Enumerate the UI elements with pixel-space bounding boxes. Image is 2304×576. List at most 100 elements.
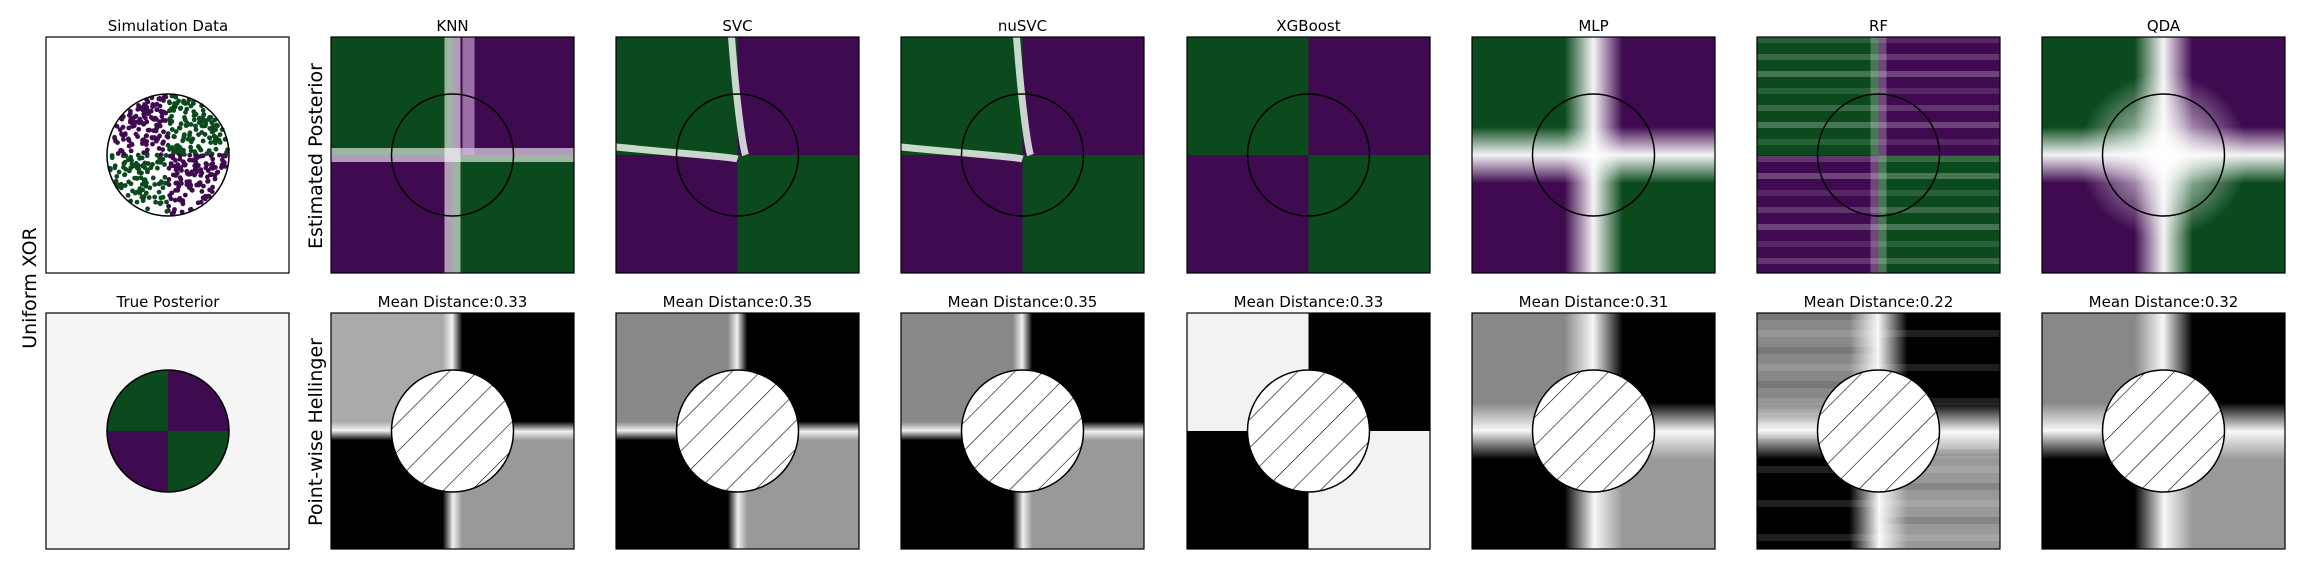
- true-posterior-title: True Posterior: [116, 293, 221, 311]
- sim-point: [122, 131, 128, 137]
- sim-point: [144, 105, 150, 110]
- sim-point: [135, 163, 141, 168]
- sim-point: [131, 163, 137, 169]
- sim-point: [125, 193, 131, 198]
- sim-point: [166, 99, 172, 105]
- sim-point: [179, 181, 184, 187]
- sim-point: [140, 105, 145, 110]
- sim-point: [194, 182, 200, 188]
- sim-point: [162, 174, 168, 180]
- classifier-title: XGBoost: [1276, 17, 1340, 35]
- sim-point: [138, 175, 144, 181]
- sim-point: [201, 183, 206, 189]
- classifier-rf: RF Mean Distance:0.22: [1756, 17, 2001, 550]
- hellinger-heatmap: [331, 313, 574, 549]
- classifier-panels: KNN Mean Distance:0.33 SVC Mean Distance:0.…: [330, 17, 2286, 550]
- mean-distance-label: Mean Distance:0.35: [663, 293, 813, 311]
- sim-point: [134, 119, 140, 125]
- sim-point: [164, 208, 170, 214]
- sim-point: [190, 157, 195, 163]
- sim-point: [191, 109, 197, 114]
- sim-point: [155, 122, 161, 127]
- sim-point: [150, 175, 156, 181]
- sim-point: [113, 178, 119, 184]
- sim-point: [123, 166, 129, 172]
- classifier-title: nuSVC: [998, 17, 1047, 35]
- masked-region: [2101, 369, 2226, 493]
- sim-point: [198, 173, 204, 178]
- sim-point: [118, 185, 124, 191]
- sim-point: [166, 182, 172, 188]
- sim-point: [141, 194, 147, 199]
- sim-point: [144, 147, 150, 153]
- sim-point: [130, 124, 135, 129]
- sim-point: [176, 98, 182, 104]
- masked-region: [1246, 369, 1371, 493]
- sim-point: [143, 190, 149, 196]
- sim-point: [199, 123, 205, 128]
- bottom-row-ylabel: Point-wise Hellinger: [305, 338, 327, 526]
- masked-region: [1531, 369, 1656, 493]
- sim-point: [161, 129, 166, 135]
- sim-point: [190, 99, 196, 105]
- sim-point: [217, 152, 222, 158]
- sim-point: [121, 137, 126, 142]
- sim-point: [135, 152, 141, 158]
- sim-point: [140, 187, 146, 193]
- sim-point: [132, 190, 138, 196]
- sim-point: [203, 161, 209, 166]
- sim-point: [169, 127, 175, 132]
- sim-point: [169, 211, 175, 217]
- mean-distance-label: Mean Distance:0.22: [1804, 293, 1954, 311]
- sim-point: [126, 138, 132, 144]
- sim-point: [167, 119, 173, 125]
- masked-region: [390, 369, 515, 493]
- classifier-title: MLP: [1578, 17, 1608, 35]
- masked-region: [960, 369, 1085, 493]
- sim-point: [114, 174, 120, 179]
- sim-point: [126, 125, 132, 131]
- classifier-nusvc: nuSVC Mean Distance:0.35: [900, 17, 1145, 550]
- sim-point: [148, 165, 154, 171]
- sim-point: [188, 144, 194, 150]
- sim-point: [133, 113, 139, 119]
- sim-point: [217, 132, 223, 138]
- sim-point: [200, 195, 206, 201]
- sim-point: [128, 181, 134, 187]
- sim-point: [172, 207, 177, 212]
- sim-point: [182, 115, 187, 120]
- mean-distance-label: Mean Distance:0.33: [378, 293, 528, 311]
- sim-point: [144, 153, 150, 159]
- row-label: Uniform XOR: [19, 227, 41, 349]
- sim-point: [182, 152, 187, 157]
- sim-point: [200, 107, 206, 113]
- sim-point: [142, 178, 148, 183]
- sim-point: [179, 168, 184, 173]
- sim-point: [212, 123, 218, 129]
- sim-point: [181, 137, 186, 142]
- sim-point: [200, 116, 206, 121]
- sim-point: [199, 189, 205, 194]
- sim-point: [153, 199, 159, 205]
- sim-point: [117, 127, 123, 133]
- sim-point: [128, 154, 134, 160]
- sim-point: [202, 132, 208, 137]
- sim-point: [184, 106, 190, 112]
- sim-point: [166, 203, 172, 209]
- sim-point: [114, 123, 120, 129]
- sim-point: [207, 135, 213, 141]
- sim-point: [192, 149, 198, 155]
- classifier-knn: KNN Mean Distance:0.33: [330, 17, 575, 550]
- sim-point: [210, 184, 216, 190]
- sim-point: [128, 148, 134, 154]
- sim-point: [166, 165, 172, 171]
- classifier-svc: SVC Mean Distance:0.35: [615, 17, 860, 550]
- mean-distance-label: Mean Distance:0.35: [948, 293, 1098, 311]
- sim-point: [188, 148, 194, 154]
- sim-point: [152, 194, 158, 200]
- sim-point: [214, 170, 220, 176]
- sim-point: [174, 170, 180, 176]
- sim-point: [177, 196, 183, 201]
- sim-point: [134, 176, 140, 181]
